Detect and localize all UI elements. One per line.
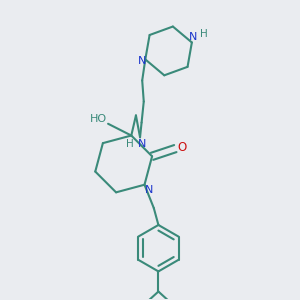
Text: O: O	[178, 140, 187, 154]
Text: N: N	[145, 185, 153, 195]
Text: N: N	[137, 139, 146, 149]
Text: H: H	[200, 29, 208, 39]
Text: N: N	[138, 56, 146, 66]
Text: HO: HO	[90, 114, 107, 124]
Text: H: H	[126, 139, 134, 149]
Text: N: N	[189, 32, 198, 42]
